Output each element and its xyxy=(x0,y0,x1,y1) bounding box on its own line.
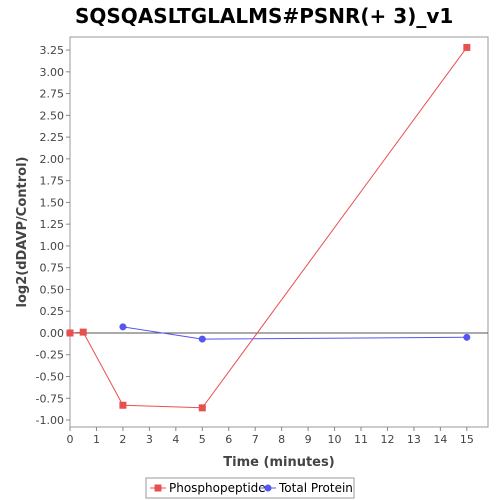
y-tick-label: 2.50 xyxy=(40,109,65,122)
y-tick-label: 2.00 xyxy=(40,153,65,166)
legend-label: Total Protein xyxy=(278,481,353,495)
y-tick-label: -1.00 xyxy=(36,414,64,427)
x-tick-label: 1 xyxy=(93,433,100,446)
legend-label: Phosphopeptide xyxy=(169,481,266,495)
series-group xyxy=(66,43,471,412)
y-tick-label: 1.75 xyxy=(40,175,65,188)
plot-area xyxy=(69,36,489,428)
x-tick-label: 2 xyxy=(119,433,126,446)
y-tick-label: -0.25 xyxy=(36,349,64,362)
y-tick-label: 0.00 xyxy=(40,327,65,340)
x-tick-label: 7 xyxy=(252,433,259,446)
chart-title: SQSQASLTGLALMS#PSNR(+ 3)_v1 xyxy=(75,4,453,28)
data-point xyxy=(463,43,471,51)
x-tick-label: 13 xyxy=(407,433,421,446)
x-axis: 0 1 2 3 4 5 6 7 8 9 10 11 12 13 14 15 xyxy=(67,427,474,446)
data-point xyxy=(198,335,206,343)
data-point xyxy=(463,333,471,341)
y-tick-label: 2.75 xyxy=(40,88,65,101)
data-point xyxy=(119,323,127,331)
y-tick-label: 1.50 xyxy=(40,196,65,209)
y-tick-label: 2.25 xyxy=(40,131,65,144)
legend: Phosphopeptide Total Protein xyxy=(150,481,353,495)
y-tick-label: 0.50 xyxy=(40,283,65,296)
y-tick-label: 0.75 xyxy=(40,262,65,275)
x-tick-label: 15 xyxy=(460,433,474,446)
x-tick-label: 9 xyxy=(305,433,312,446)
x-tick-label: 4 xyxy=(172,433,179,446)
legend-marker xyxy=(264,484,272,492)
legend-box xyxy=(145,477,355,499)
legend-marker xyxy=(154,484,162,492)
data-point xyxy=(79,328,87,336)
data-point xyxy=(198,404,206,412)
x-tick-label: 3 xyxy=(146,433,153,446)
y-axis: -1.00 -0.75 -0.50 -0.25 0.00 0.25 0.50 0.75 1.00… xyxy=(36,44,70,427)
x-axis-label: Time (minutes) xyxy=(223,455,334,470)
y-tick-label: 1.00 xyxy=(40,240,65,253)
y-tick-label: 1.25 xyxy=(40,218,65,231)
y-tick-label: -0.50 xyxy=(36,371,64,384)
x-tick-label: 6 xyxy=(225,433,232,446)
y-axis-label: log2(dDAVP/Control) xyxy=(15,157,30,308)
y-tick-label: 3.25 xyxy=(40,44,65,57)
data-point xyxy=(66,329,74,337)
y-tick-label: 3.00 xyxy=(40,66,65,79)
x-tick-label: 11 xyxy=(354,433,368,446)
x-tick-label: 8 xyxy=(278,433,285,446)
x-tick-label: 5 xyxy=(199,433,206,446)
x-tick-label: 14 xyxy=(433,433,447,446)
y-tick-label: -0.75 xyxy=(36,392,64,405)
data-point xyxy=(119,401,127,409)
y-tick-label: 0.25 xyxy=(40,305,65,318)
x-tick-label: 10 xyxy=(328,433,342,446)
x-tick-label: 12 xyxy=(380,433,394,446)
x-tick-label: 0 xyxy=(67,433,74,446)
